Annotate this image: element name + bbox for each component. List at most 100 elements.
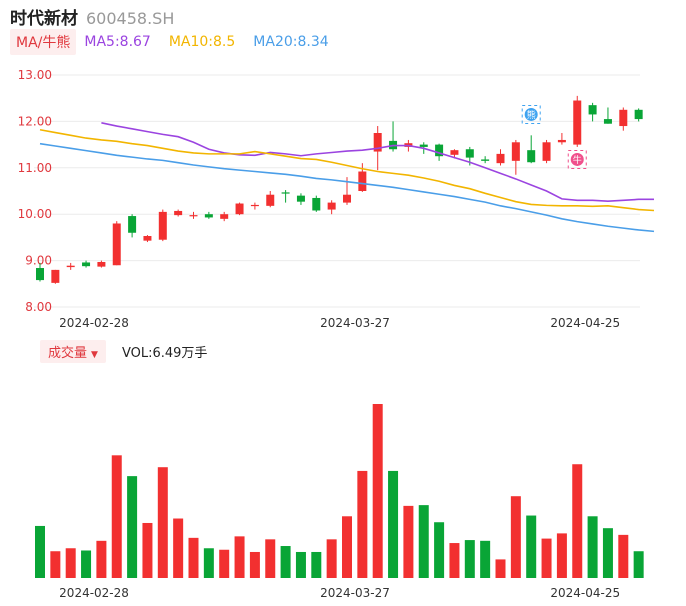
date-tick-label: 2024-04-25 (550, 586, 620, 600)
volume-indicator-selector[interactable]: 成交量 ▼ (40, 339, 106, 363)
price-grid (34, 74, 640, 308)
volume-bar (388, 470, 399, 578)
candle-body (66, 265, 75, 268)
candle-body (220, 214, 229, 219)
volume-bar (602, 528, 613, 578)
volume-bar (142, 522, 153, 578)
volume-bar (480, 540, 491, 578)
candle-body (619, 109, 628, 127)
volume-bar (249, 551, 260, 578)
volume-bar (587, 516, 598, 578)
volume-bar (173, 518, 184, 578)
candle-body (588, 105, 597, 115)
candle (158, 209, 167, 242)
candle-body (51, 269, 60, 283)
candle-body (174, 210, 183, 216)
candle-body (557, 139, 566, 143)
candle (389, 121, 398, 152)
candle-body (82, 262, 91, 267)
stock-code: 600458.SH (86, 9, 175, 28)
candle-body (36, 268, 44, 281)
bear-marker-glyph: 熊 (527, 109, 536, 121)
candle (573, 95, 582, 147)
volume-bar (326, 539, 337, 578)
candle-body (281, 192, 290, 194)
volume-bar (495, 559, 506, 578)
candle-body (266, 194, 275, 206)
candle (189, 211, 198, 219)
candle-body (527, 150, 536, 163)
candle-body (573, 100, 582, 145)
candle (174, 209, 183, 217)
candle (235, 202, 244, 216)
volume-bars (35, 404, 644, 578)
volume-bar (618, 534, 629, 578)
volume-tag-label: 成交量 (48, 345, 88, 361)
candle-body (603, 119, 612, 124)
volume-bar (35, 525, 45, 578)
candle-body (435, 144, 444, 157)
price-tick-label: 10.00 (18, 207, 52, 221)
candle-body (250, 204, 259, 207)
volume-bar (265, 539, 276, 578)
stock-name: 时代新材 (10, 9, 78, 29)
candle (496, 149, 505, 166)
volume-bar (280, 546, 291, 578)
date-tick-label: 2024-03-27 (320, 586, 390, 600)
candle (36, 262, 44, 282)
volume-bar (464, 540, 475, 578)
price-axis: 13.00 12.00 11.00 10.00 9.00 8.00 (18, 68, 52, 314)
candle (82, 260, 91, 268)
candle (481, 156, 490, 164)
moving-average-lines (39, 122, 655, 233)
volume-bar (295, 551, 306, 578)
bull-marker-icon (570, 152, 584, 166)
date-tick-label: 2024-02-28 (59, 586, 129, 600)
volume-bar (372, 404, 383, 578)
volume-bar (96, 540, 107, 578)
candle (619, 107, 628, 131)
volume-bar (311, 551, 322, 578)
price-tick-label: 13.00 (18, 68, 52, 82)
ma5-label: MA5:8.67 (84, 34, 151, 50)
candle (112, 221, 121, 266)
candle (250, 202, 259, 210)
bull-marker-frame (567, 149, 587, 169)
ma-indicator-selector[interactable]: MA/牛熊 (10, 29, 77, 55)
candle-body (158, 211, 167, 240)
candle-body (419, 144, 428, 147)
candle-body (465, 149, 474, 158)
candle (296, 193, 305, 205)
bear-marker-icon (524, 107, 538, 121)
candle (204, 211, 213, 219)
volume-bar (434, 522, 445, 578)
volume-bar (403, 505, 414, 578)
candle (281, 190, 290, 203)
volume-bar (526, 515, 537, 578)
volume-bar (342, 516, 352, 578)
volume-bar (157, 467, 168, 578)
price-tick-label: 9.00 (25, 254, 52, 268)
ma10-line (39, 128, 655, 212)
candle-body (496, 153, 505, 164)
volume-bar (65, 548, 76, 578)
volume-bar (203, 548, 214, 578)
date-tick-label: 2024-03-27 (320, 316, 390, 330)
volume-bar (357, 470, 368, 578)
candle (511, 139, 520, 175)
candle-body (189, 215, 198, 217)
volume-bar (418, 505, 429, 578)
candle (51, 269, 60, 284)
volume-bar (556, 533, 567, 578)
candle-body (327, 202, 336, 210)
volume-legend: 成交量 ▼ VOL:6.49万手 (40, 339, 207, 363)
bear-marker: 熊 (521, 104, 541, 124)
price-tick-label: 11.00 (18, 161, 52, 175)
candle (128, 214, 137, 238)
volume-bar (234, 536, 245, 578)
volume-bar (50, 551, 61, 578)
candle-body (296, 195, 305, 202)
candle-body (450, 150, 459, 155)
price-tick-label: 12.00 (18, 114, 52, 128)
